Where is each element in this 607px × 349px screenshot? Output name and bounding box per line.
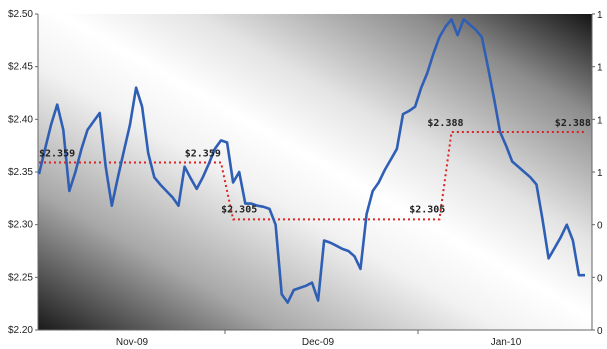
average-data-label: $2.305 bbox=[221, 204, 257, 215]
plot-background bbox=[38, 14, 592, 330]
y2-tick-label: 1 bbox=[597, 63, 603, 74]
price-series bbox=[37, 17, 585, 304]
x-tick-label: Dec-09 bbox=[302, 337, 335, 348]
y-tick-label: $2.30 bbox=[8, 220, 33, 231]
average-data-label: $2.388 bbox=[555, 118, 591, 129]
y2-tick-label: 1 bbox=[597, 10, 603, 21]
y2-tick-label: 0 bbox=[597, 326, 603, 337]
data-labels: $2.359 $2.359 $2.305 $2.305 $2.388 $2.388 bbox=[39, 118, 591, 215]
average-data-label: $2.388 bbox=[427, 118, 463, 129]
average-line bbox=[39, 130, 585, 221]
y-tick-label: $2.45 bbox=[8, 62, 33, 73]
y-axis-ticks: $2.20 $2.25 $2.30 $2.35 $2.40 $2.45 $2.50 bbox=[8, 9, 38, 336]
x-tick-label: Nov-09 bbox=[116, 337, 149, 348]
y-tick-label: $2.20 bbox=[8, 325, 33, 336]
y2-tick-label: 0 bbox=[597, 273, 603, 284]
average-data-label: $2.359 bbox=[39, 149, 75, 160]
y2-tick-label: 0 bbox=[597, 221, 603, 232]
y2-tick-label: 1 bbox=[597, 115, 603, 126]
x-axis-ticks: Nov-09 Dec-09 Jan-10 bbox=[116, 330, 522, 348]
average-data-label: $2.305 bbox=[409, 204, 445, 215]
average-data-label: $2.359 bbox=[185, 149, 221, 160]
secondary-y-axis-ticks: 0 0 0 1 1 1 1 bbox=[592, 10, 603, 337]
y-tick-label: $2.35 bbox=[8, 167, 33, 178]
y-tick-label: $2.40 bbox=[8, 114, 33, 125]
y-tick-label: $2.25 bbox=[8, 272, 33, 283]
average-series bbox=[39, 130, 585, 221]
price-line bbox=[37, 17, 585, 304]
y2-tick-label: 1 bbox=[597, 168, 603, 179]
y-tick-label: $2.50 bbox=[8, 9, 33, 20]
x-tick-label: Jan-10 bbox=[491, 337, 522, 348]
